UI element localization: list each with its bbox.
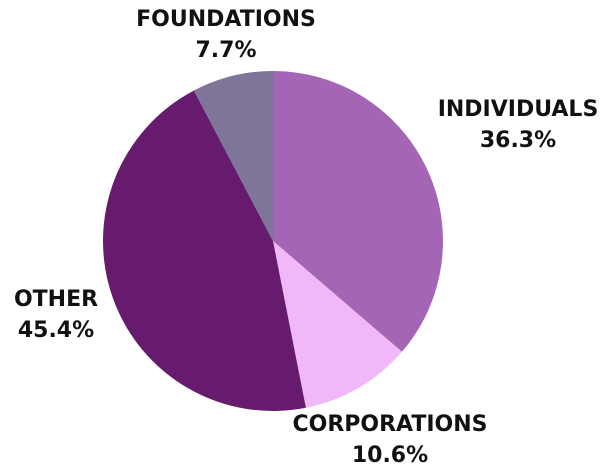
pie-slice xyxy=(273,241,402,408)
slice-name: INDIVIDUALS xyxy=(438,97,599,122)
slice-value-label: 10.6% xyxy=(352,443,428,468)
slice-name: FOUNDATIONS xyxy=(136,7,316,32)
pie-slice xyxy=(102,90,306,411)
slice-value-label: 36.3% xyxy=(480,128,556,153)
slice-name: OTHER xyxy=(14,287,98,312)
pie-slice xyxy=(273,71,444,352)
slice-value-label: 7.7% xyxy=(195,38,256,63)
pie-slice xyxy=(193,71,273,241)
slice-name: CORPORATIONS xyxy=(292,412,487,437)
slice-value-label: 45.4% xyxy=(18,318,94,343)
